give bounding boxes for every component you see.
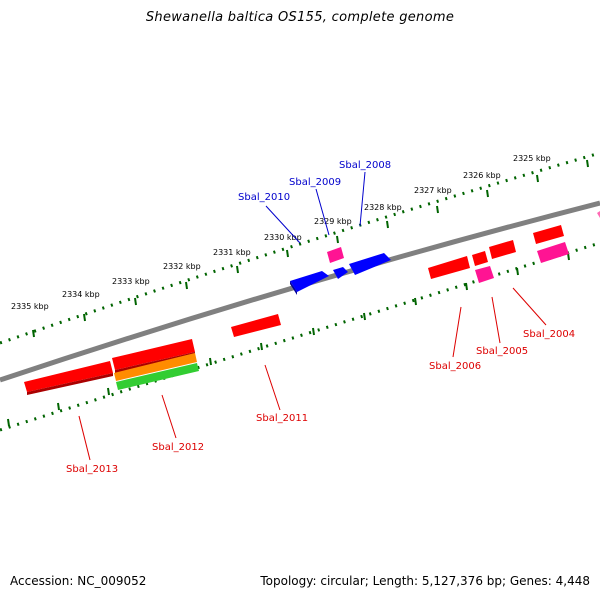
label-sbal-2008: Sbal_2008 bbox=[339, 160, 391, 171]
gene-red-right bbox=[533, 225, 564, 244]
line-sbal-2012 bbox=[161, 394, 177, 439]
label-sbal-2010: Sbal_2010 bbox=[238, 192, 290, 203]
gene-red-2005a bbox=[472, 251, 488, 266]
label-sbal-2011: Sbal_2011 bbox=[256, 413, 308, 424]
kbp-label-2326: 2326 kbp bbox=[463, 171, 501, 180]
kbp-labels: 2325 kbp 2326 kbp 2327 kbp 2328 kbp 2329… bbox=[11, 154, 551, 311]
topology-text: Topology: circular; Length: 5,127,376 bp… bbox=[260, 574, 590, 588]
line-sbal-2010 bbox=[265, 205, 301, 244]
kbp-label-2334: 2334 kbp bbox=[62, 290, 100, 299]
lower-genes bbox=[114, 242, 569, 390]
kbp-label-2325: 2325 kbp bbox=[513, 154, 551, 163]
gene-sbal-2005-pink bbox=[475, 266, 494, 283]
gene-sbal-2006 bbox=[428, 256, 470, 279]
kbp-label-2330: 2330 kbp bbox=[264, 233, 302, 242]
label-lines bbox=[78, 171, 547, 461]
gene-labels: Sbal_2008 Sbal_2009 Sbal_2010 Sbal_2004 … bbox=[66, 160, 575, 475]
outer-tick-ring bbox=[0, 151, 600, 345]
kbp-label-2328: 2328 kbp bbox=[364, 203, 402, 212]
line-sbal-2009 bbox=[315, 188, 330, 236]
label-sbal-2004: Sbal_2004 bbox=[523, 329, 575, 340]
line-sbal-2006 bbox=[452, 306, 462, 358]
kbp-label-2331: 2331 kbp bbox=[213, 248, 251, 257]
accession-text: Accession: NC_009052 bbox=[10, 574, 147, 588]
gene-red-2012-a bbox=[112, 339, 195, 370]
line-sbal-2013 bbox=[78, 415, 91, 461]
map-title: Shewanella baltica OS155, complete genom… bbox=[145, 10, 455, 25]
kbp-label-2335: 2335 kbp bbox=[11, 302, 49, 311]
line-sbal-2004 bbox=[512, 287, 547, 326]
gene-sbal-2013 bbox=[24, 361, 113, 392]
gene-sbal-2012-green bbox=[116, 363, 199, 390]
kbp-label-2327: 2327 kbp bbox=[414, 186, 452, 195]
label-sbal-2005: Sbal_2005 bbox=[476, 346, 528, 357]
outer-major-ticks bbox=[32, 159, 589, 338]
label-sbal-2012: Sbal_2012 bbox=[152, 442, 204, 453]
kbp-label-2329: 2329 kbp bbox=[314, 217, 352, 226]
gene-sbal-2008 bbox=[349, 253, 391, 275]
gene-sbal-2009 bbox=[333, 267, 348, 279]
gene-red-2004a bbox=[489, 240, 516, 259]
inner-tick-ring bbox=[0, 241, 600, 432]
gene-sbal-2004-pink bbox=[537, 242, 569, 263]
gene-sbal-2012-orange bbox=[114, 353, 197, 381]
label-sbal-2006: Sbal_2006 bbox=[429, 361, 481, 372]
gene-pink-top bbox=[327, 247, 344, 263]
label-sbal-2009: Sbal_2009 bbox=[289, 177, 341, 188]
backbone-genes bbox=[24, 225, 564, 395]
top-strand-genes bbox=[290, 211, 600, 295]
gene-pink-right-edge bbox=[597, 211, 600, 218]
gene-sbal-2010 bbox=[290, 271, 329, 292]
gene-sbal-2011 bbox=[231, 314, 281, 337]
line-sbal-2011 bbox=[264, 364, 281, 411]
kbp-label-2333: 2333 kbp bbox=[112, 277, 150, 286]
kbp-label-2332: 2332 kbp bbox=[163, 262, 201, 271]
line-sbal-2008 bbox=[359, 171, 366, 227]
label-sbal-2013: Sbal_2013 bbox=[66, 464, 118, 475]
line-sbal-2005 bbox=[491, 296, 501, 344]
